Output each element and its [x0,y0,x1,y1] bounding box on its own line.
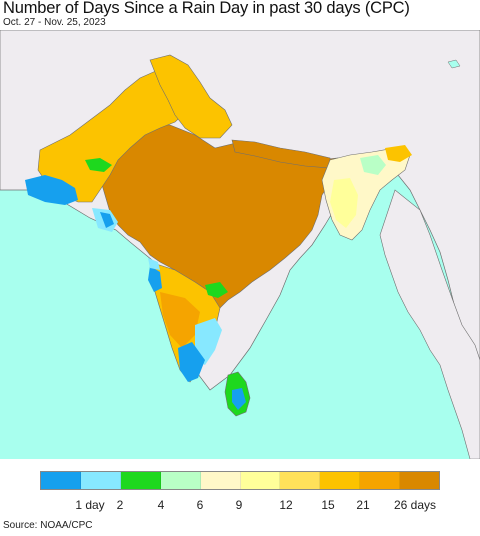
rain-day-map [0,30,480,459]
south-green-patch [205,282,228,298]
karnataka-orange [160,292,200,348]
map-title: Number of Days Since a Rain Day in past … [3,0,410,17]
legend-swatch [200,472,241,489]
legend-label: 1 day [75,498,105,512]
legend-label: 4 [157,498,165,512]
pakistan-coast-wet [25,175,78,205]
source-credit: Source: NOAA/CPC [3,520,93,531]
gujarat-blue [100,212,114,228]
legend-swatch [120,472,161,489]
west-coast-cyan [148,258,160,270]
legend-swatch [320,472,361,489]
legend-swatch [280,472,321,489]
legend-color-bar [40,471,440,490]
bangladesh-yellow [330,178,358,228]
small-lake [447,59,461,69]
kashmir-region [149,54,233,139]
legend-label: 26 days [393,498,437,512]
legend-label: 21 [356,498,370,512]
kerala-blue [178,342,205,382]
legend-labels: 1 day 2 4 6 9 12 15 21 26 days [40,498,440,514]
date-range: Oct. 27 - Nov. 25, 2023 [3,17,106,28]
legend-swatch [360,472,401,489]
legend-label: 12 [279,498,293,512]
legend-label: 6 [196,498,204,512]
legend-label: 2 [116,498,124,512]
india-dry-region [99,124,346,309]
northeast-green [360,155,386,175]
legend-swatch [80,472,121,489]
legend-swatch [400,472,440,489]
west-coast-wet [148,266,162,292]
west-green-patch [85,158,112,172]
northeast-amber [385,145,412,162]
tamil-nadu-cyan [195,318,222,365]
sri-lanka-blue [232,388,246,410]
legend-swatch [41,472,81,489]
legend-label: 15 [321,498,335,512]
legend-swatch [160,472,201,489]
legend-swatch [240,472,281,489]
legend-label: 9 [235,498,243,512]
southeast-asia-land [379,189,480,459]
